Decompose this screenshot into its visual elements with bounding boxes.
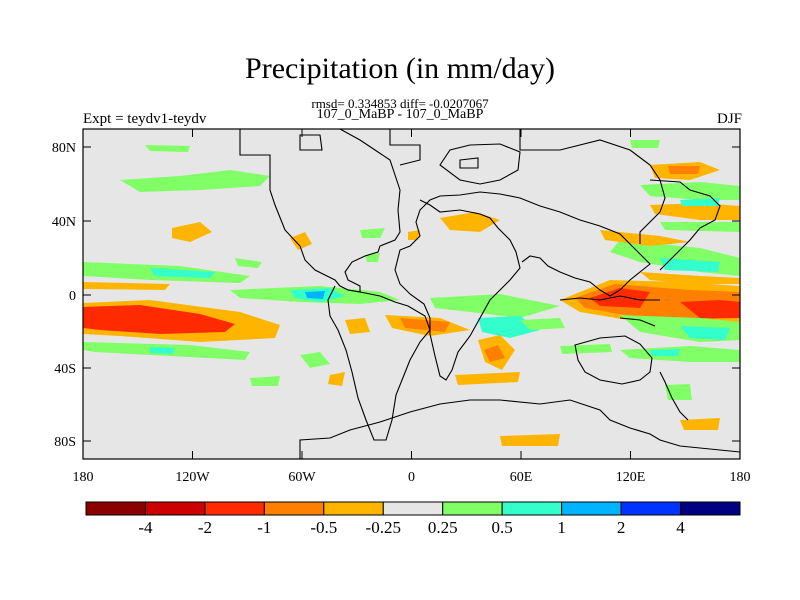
- wet-patch-mexico: [235, 258, 262, 268]
- wet-band-north-pacific-far-east: [660, 222, 740, 232]
- wet-patch-south-indian: [560, 344, 612, 354]
- lon-tick-label: 60W: [288, 470, 316, 485]
- wet-core-south-pacific-east: [650, 349, 680, 356]
- lon-tick-label: 180: [730, 470, 751, 485]
- lat-tick-label: 40N: [52, 215, 76, 230]
- stats-line: rmsd= 0.334853 diff= -0.0207067: [311, 96, 489, 111]
- wet-band-indian-ocean: [430, 294, 560, 318]
- dry-strip-pacific: [83, 282, 170, 290]
- wet-core-east-asia: [660, 258, 720, 272]
- colorbar-swatch: [501, 501, 563, 516]
- dry-band-north-pacific-far-east: [650, 203, 740, 220]
- colorbar-label: 2: [617, 518, 626, 537]
- experiment-label: Expt = teydv1-teydv: [83, 111, 207, 127]
- lon-tick-label: 180: [73, 470, 94, 485]
- colorbar-swatch: [85, 501, 146, 516]
- lat-tick-label: 80S: [54, 435, 76, 450]
- coastlines: [239, 129, 740, 459]
- colorbar-swatch: [204, 501, 265, 516]
- colorbar: -4 -2 -1 -0.5 -0.25 0.25 0.5 1 2 4: [85, 501, 741, 537]
- lon-tick-label: 0: [408, 470, 415, 485]
- wet-band-north-pacific-east: [640, 182, 740, 200]
- colorbar-swatch: [561, 501, 622, 516]
- coast-southeast-asia: [559, 295, 660, 327]
- coast-greenland: [439, 143, 521, 185]
- dry-strip-subtropics: [640, 272, 740, 284]
- colorbar-label: -4: [138, 518, 153, 537]
- wet-patch-arctic: [145, 145, 190, 152]
- dry-patch-north-pacific: [172, 222, 212, 242]
- dry-patch-antarctic: [500, 434, 560, 446]
- precip-anomaly-fields: [83, 140, 740, 446]
- colorbar-label: -0.5: [310, 518, 337, 537]
- coast-arctic-islands: [299, 129, 479, 169]
- lon-tick-label: 60E: [510, 470, 533, 485]
- colorbar-swatch: [680, 501, 741, 516]
- dry-band-pacific-west-core: [83, 305, 235, 334]
- lat-tick-label: 40S: [54, 362, 76, 377]
- coast-new-zealand: [659, 371, 689, 421]
- wet-core-north-pacific-far-east: [680, 198, 720, 206]
- wet-patch-brazil: [300, 352, 330, 368]
- colorbar-label: -2: [198, 518, 212, 537]
- colorbar-label: -1: [257, 518, 271, 537]
- coast-south-america: [327, 285, 431, 441]
- coast-east-asia: [649, 179, 721, 271]
- colorbar-label: 0.5: [492, 518, 513, 537]
- case-label: 107_0_MaBP - 107_0_MaBP: [316, 107, 484, 122]
- wet-patch-north-pacific: [120, 170, 270, 192]
- wet-band-north-pacific-core: [150, 268, 215, 278]
- wet-spot-east-pacific: [305, 291, 325, 299]
- dry-core-madagascar: [484, 345, 505, 362]
- season-label: DJF: [716, 111, 742, 127]
- lon-tick-label: 120W: [175, 470, 210, 485]
- dry-band-west-pacific-core: [590, 288, 740, 318]
- coast-africa-eurasia: [394, 191, 651, 381]
- dry-core-north-pacific-east: [668, 166, 700, 174]
- dry-patch-north-africa: [440, 212, 500, 232]
- wet-patch-south-pacific-east: [665, 384, 692, 400]
- colorbar-swatch: [442, 501, 503, 516]
- colorbar-swatch: [382, 501, 444, 516]
- wet-patch-indian-ocean-east: [520, 318, 565, 330]
- plot-title: Precipitation (in mm/day): [245, 52, 555, 85]
- dry-patch-southern-ocean-east: [680, 418, 720, 430]
- lat-tick-label: 0: [69, 289, 76, 304]
- dry-core-atlantic: [400, 318, 450, 332]
- lat-axis: 80N 40N 0 40S 80S: [52, 141, 740, 450]
- colorbar-swatch: [263, 501, 325, 516]
- wet-core-maritime-continent: [680, 326, 730, 340]
- dry-patch-southern-ocean: [455, 372, 520, 385]
- colorbar-label: 0.25: [428, 518, 458, 537]
- coast-siberia: [519, 129, 666, 244]
- dry-patch-south-atlantic: [328, 372, 345, 386]
- dry-patch-north-america: [290, 232, 312, 250]
- colorbar-label: -0.25: [366, 518, 401, 537]
- lon-tick-label: 120E: [616, 470, 646, 485]
- wet-patch-arctic-east: [630, 140, 660, 148]
- dry-patch-mediterranean: [408, 230, 420, 240]
- colorbar-swatch: [620, 501, 682, 516]
- colorbar-swatch: [144, 501, 206, 516]
- colorbar-label: 4: [676, 518, 685, 537]
- wet-patch-south-pacific-far-east: [250, 376, 280, 386]
- dry-patch-amazon: [345, 318, 370, 334]
- wet-spot-south-pacific: [150, 347, 175, 354]
- coast-australia: [574, 335, 653, 385]
- lat-tick-label: 80N: [52, 141, 76, 156]
- coast-antarctica: [299, 399, 740, 459]
- colorbar-label: 1: [557, 518, 566, 537]
- colorbar-swatch: [323, 501, 384, 516]
- wet-patch-atlantic: [360, 228, 385, 238]
- lon-axis: 180 120W 60W 0 60E 120E 180: [73, 129, 751, 485]
- dry-strip-east-asia: [600, 230, 690, 246]
- coast-north-america: [239, 129, 401, 293]
